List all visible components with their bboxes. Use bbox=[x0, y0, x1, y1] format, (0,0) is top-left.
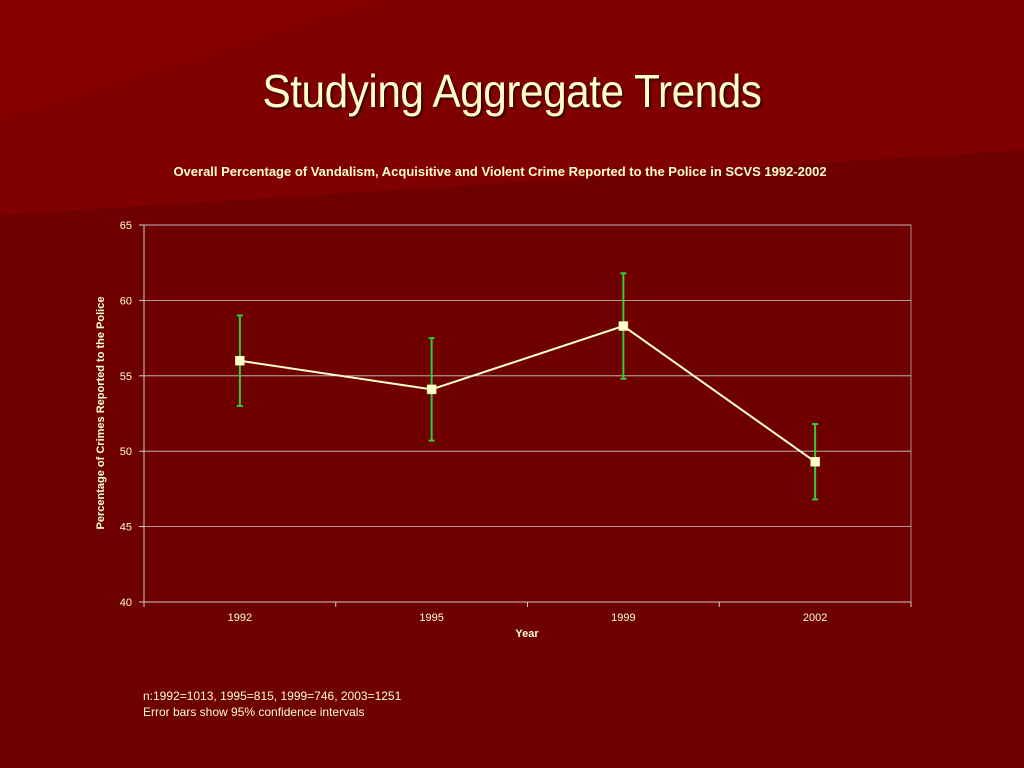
axes: 40 45 50 55 60 65 1992 1995 1999 2002 bbox=[120, 220, 912, 624]
y-tick-label: 55 bbox=[120, 371, 132, 383]
y-tick-label: 45 bbox=[120, 522, 132, 534]
sample-sizes-note: n:1992=1013, 1995=815, 1999=746, 2003=12… bbox=[143, 689, 402, 703]
data-point-marker bbox=[235, 355, 245, 366]
error-bar-note: Error bars show 95% confidence intervals bbox=[143, 705, 365, 719]
chart-title: Overall Percentage of Vandalism, Acquisi… bbox=[173, 164, 827, 179]
x-tick-label: 1995 bbox=[419, 612, 443, 624]
chart-notes: n:1992=1013, 1995=815, 1999=746, 2003=12… bbox=[143, 688, 401, 720]
data-markers bbox=[235, 321, 820, 467]
x-tick-label: 1999 bbox=[611, 612, 635, 624]
plot-area-border bbox=[143, 224, 912, 603]
series-polyline bbox=[239, 324, 816, 463]
gridlines bbox=[143, 224, 912, 603]
y-tick-label: 50 bbox=[120, 446, 132, 458]
y-tick-label: 60 bbox=[120, 295, 132, 307]
y-tick-label: 65 bbox=[120, 220, 132, 232]
data-point-marker bbox=[618, 321, 629, 331]
y-tick-label: 40 bbox=[120, 597, 132, 609]
data-point-marker bbox=[426, 384, 437, 395]
x-tick-label: 2002 bbox=[803, 612, 827, 624]
error-bars bbox=[236, 272, 819, 501]
data-point-marker bbox=[810, 457, 820, 467]
x-tick-label: 1992 bbox=[228, 612, 252, 624]
x-axis-title: Year bbox=[515, 628, 539, 640]
slide-title: Studying Aggregate Trends bbox=[262, 65, 762, 117]
series-line bbox=[239, 324, 816, 463]
y-axis-title: Percentage of Crimes Reported to the Pol… bbox=[95, 297, 107, 530]
